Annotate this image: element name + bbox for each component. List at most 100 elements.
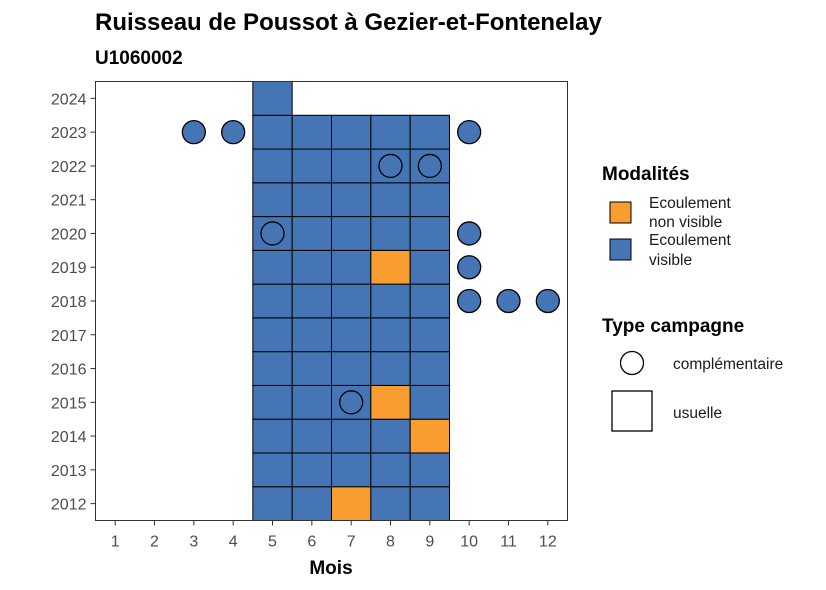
- point-2023-4: [221, 120, 246, 145]
- cell-2017-5: [252, 317, 293, 353]
- cell-2017-8: [370, 317, 411, 353]
- cell-2012-7: [331, 486, 372, 522]
- legend-label-usuelle: usuelle: [673, 405, 722, 422]
- x-tick-label-1: 1: [111, 534, 120, 551]
- cell-2024-5: [252, 81, 293, 116]
- cell-2019-7: [331, 249, 372, 285]
- point-2018-12: [535, 288, 560, 314]
- cell-2018-7: [331, 283, 372, 319]
- point-2020-10: [457, 221, 482, 246]
- cell-2021-5: [252, 182, 293, 218]
- cell-2012-5: [252, 486, 293, 522]
- y-tick-label-2022: 2022: [51, 159, 87, 176]
- x-tick-label-2: 2: [150, 534, 159, 551]
- cell-2015-9: [409, 384, 450, 420]
- cell-2018-5: [252, 283, 293, 319]
- x-tick-label-5: 5: [268, 534, 277, 551]
- cell-2014-9: [409, 418, 450, 454]
- cell-2014-7: [331, 418, 372, 454]
- cell-2017-9: [409, 317, 450, 353]
- cell-2014-5: [252, 418, 293, 454]
- chart-subtitle: U1060002: [95, 48, 183, 69]
- points-layer: [181, 120, 560, 415]
- cell-2016-7: [331, 351, 372, 386]
- legend-swatch-visible: [609, 238, 632, 261]
- cell-2015-5: [252, 384, 293, 420]
- cell-2022-6: [291, 148, 332, 184]
- cell-2021-8: [370, 182, 411, 218]
- point-2019-10: [457, 255, 482, 280]
- x-axis: 1 2 3 4 5 6 7 8 9 10 11 12: [111, 520, 557, 551]
- x-tick-label-6: 6: [307, 534, 316, 551]
- cell-2020-8: [370, 216, 411, 251]
- legend-symbol-usuelle: [611, 390, 653, 432]
- cell-2012-8: [370, 486, 411, 522]
- cell-2023-5: [252, 114, 293, 150]
- cell-2018-6: [291, 283, 332, 319]
- y-tick-label-2024: 2024: [51, 91, 87, 108]
- cell-2019-6: [291, 249, 332, 285]
- x-tick-label-12: 12: [539, 534, 557, 551]
- legend-label-visible-2: visible: [649, 252, 692, 269]
- point-2022-8: [378, 153, 403, 179]
- legend-symbol-complementaire: [619, 350, 645, 376]
- cell-2016-6: [291, 351, 332, 386]
- legend-label-non-visible-1: Ecoulement: [649, 195, 732, 212]
- legend-label-visible-1: Ecoulement: [649, 232, 732, 249]
- cells-layer: [252, 81, 450, 522]
- x-tick-label-7: 7: [347, 534, 356, 551]
- cell-2020-7: [331, 216, 372, 251]
- x-tick-label-11: 11: [500, 534, 517, 551]
- y-tick-label-2019: 2019: [51, 260, 87, 277]
- cell-2014-6: [291, 418, 332, 454]
- legend: Modalités Ecoulement non visible Ecoulem…: [602, 164, 783, 432]
- legend-campagne-title: Type campagne: [602, 316, 744, 337]
- legend-modalites-title: Modalités: [602, 164, 690, 185]
- y-tick-label-2012: 2012: [51, 497, 87, 514]
- y-tick-label-2016: 2016: [51, 362, 87, 379]
- point-2023-3: [181, 120, 206, 145]
- cell-2021-7: [331, 182, 372, 218]
- cell-2019-5: [252, 249, 293, 285]
- cell-2021-9: [409, 182, 450, 218]
- legend-label-complementaire: complémentaire: [673, 356, 783, 373]
- cell-2012-6: [291, 486, 332, 522]
- x-tick-label-3: 3: [189, 534, 198, 551]
- y-tick-label-2017: 2017: [51, 328, 87, 345]
- x-tick-label-10: 10: [460, 534, 478, 551]
- cell-2020-9: [409, 216, 450, 251]
- point-2023-10: [457, 120, 482, 145]
- x-axis-title: Mois: [309, 558, 352, 579]
- point-2015-7: [339, 390, 364, 415]
- y-tick-label-2013: 2013: [51, 463, 87, 480]
- point-2018-11: [496, 288, 521, 314]
- cell-2016-9: [409, 351, 450, 386]
- y-tick-label-2015: 2015: [51, 395, 87, 412]
- cell-2016-8: [370, 351, 411, 386]
- cell-2022-5: [252, 148, 293, 184]
- cell-2013-6: [291, 452, 332, 488]
- cell-2023-8: [370, 114, 411, 150]
- y-tick-label-2021: 2021: [51, 193, 87, 210]
- cell-2013-9: [409, 452, 450, 488]
- cell-2023-7: [331, 114, 372, 150]
- cell-2013-7: [331, 452, 372, 488]
- cell-2013-8: [370, 452, 411, 488]
- cell-2013-5: [252, 452, 293, 488]
- y-tick-label-2018: 2018: [51, 294, 87, 311]
- cell-2022-7: [331, 148, 372, 184]
- cell-2018-8: [370, 283, 411, 319]
- cell-2018-9: [409, 283, 450, 319]
- y-axis: 2012 2013 2014 2015 2016 2017 2018 2019 2020 2021…: [51, 91, 96, 514]
- point-2018-10: [457, 288, 482, 314]
- point-2020-5: [260, 221, 285, 246]
- chart-title: Ruisseau de Poussot à Gezier-et-Fontenel…: [95, 9, 602, 36]
- cell-2021-6: [291, 182, 332, 218]
- cell-2016-5: [252, 351, 293, 386]
- cell-2020-6: [291, 216, 332, 251]
- cell-2015-6: [291, 384, 332, 420]
- cell-2019-9: [409, 249, 450, 285]
- cell-2017-6: [291, 317, 332, 353]
- x-tick-label-9: 9: [425, 534, 434, 551]
